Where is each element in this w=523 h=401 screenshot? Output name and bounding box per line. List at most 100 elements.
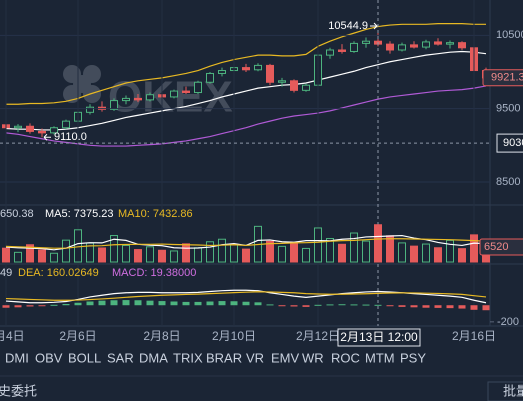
indicator-tab[interactable]: ROC: [331, 350, 360, 365]
volume-bar: [434, 247, 442, 263]
candle-body: [278, 80, 286, 83]
volume-bar: [398, 242, 406, 263]
macd-bar: [158, 301, 166, 306]
indicator-line: [5, 50, 487, 131]
indicator-tab[interactable]: SAR: [107, 350, 134, 365]
volume-bar: [158, 249, 166, 263]
macd-bar: [386, 305, 394, 307]
y-tick-label: 10500: [496, 29, 523, 41]
candle-body: [446, 42, 454, 45]
volume-bar: [218, 238, 226, 263]
macd-bar: [326, 304, 334, 306]
candle-body: [434, 41, 442, 45]
candle-body: [50, 127, 58, 134]
indicator-tab[interactable]: BRAR: [206, 350, 242, 365]
macd-bar: [266, 304, 274, 306]
indicator-tab[interactable]: EMV: [271, 350, 300, 365]
macd-bar: [254, 302, 262, 306]
volume-bar: [446, 239, 454, 263]
y-tick-label: -200: [497, 316, 519, 328]
x-tick-label: 2月8日: [143, 329, 180, 343]
y-tick-label: 9500: [496, 103, 520, 115]
volume-header: 650.38: [0, 208, 34, 220]
volume-bar: [14, 251, 22, 263]
macd-bar: [50, 304, 58, 306]
crosshair-time-box: [337, 328, 421, 347]
indicator-tab[interactable]: TRIX: [173, 350, 203, 365]
x-tick-label: 2月16日: [452, 329, 496, 343]
indicator-tab[interactable]: WR: [302, 350, 324, 365]
volume-bar: [206, 241, 214, 263]
volume-bar: [98, 247, 106, 263]
macd-bar: [374, 304, 382, 306]
last-price-label: 9921.3: [491, 72, 523, 84]
candle-body: [170, 90, 178, 98]
macd-bar: [86, 301, 94, 306]
indicator-tab[interactable]: BOLL: [68, 350, 101, 365]
volume-bar: [2, 247, 10, 263]
macd-bar: [398, 305, 406, 307]
candle-body: [194, 81, 202, 94]
macd-bar: [314, 304, 322, 306]
candle-body: [218, 70, 226, 74]
order-history-tab[interactable]: 史委托: [0, 383, 37, 398]
candle-body: [422, 41, 430, 48]
volume-last-box: [479, 238, 523, 256]
volume-bar: [350, 232, 358, 263]
volume-last-label: 6520: [484, 241, 508, 253]
volume-bar: [278, 245, 286, 263]
low-annotation: 9110.0: [54, 131, 87, 143]
volume-bar: [314, 227, 322, 263]
crosshair-price-label: 9030.5: [503, 137, 523, 149]
macd-bar: [242, 301, 250, 306]
candle-body: [122, 97, 130, 102]
macd-bar: [98, 300, 106, 306]
candle-body: [206, 72, 214, 83]
high-annotation: 10544.9: [328, 20, 368, 32]
indicator-line: [5, 85, 487, 147]
candle-body: [362, 40, 370, 44]
indicator-tab[interactable]: DMA: [139, 350, 168, 365]
macd-bar: [410, 305, 418, 308]
indicator-tab[interactable]: DMI: [5, 350, 29, 365]
indicator-tab[interactable]: MTM: [365, 350, 395, 365]
indicator-tab[interactable]: VR: [246, 350, 264, 365]
macd-bar: [470, 305, 478, 310]
candle-body: [134, 97, 142, 101]
macd-bar: [134, 300, 142, 306]
indicator-line: [5, 291, 487, 301]
volume-bar: [110, 235, 118, 263]
x-tick-label: 2月12日: [296, 329, 340, 343]
volume-header: MA10: 7432.86: [118, 208, 193, 220]
batch-button[interactable]: 批量: [503, 383, 523, 398]
indicator-tab[interactable]: PSY: [400, 350, 426, 365]
macd-bar: [38, 305, 46, 307]
macd-bar: [206, 301, 214, 306]
indicator-line: [5, 238, 487, 249]
macd-bar: [230, 301, 238, 306]
macd-bar: [194, 301, 202, 306]
indicator-tab[interactable]: OBV: [35, 350, 63, 365]
candle-body: [242, 67, 250, 71]
volume-bar: [122, 244, 130, 263]
panel: [2, 289, 490, 311]
panel: [2, 224, 490, 263]
volume-header: MA5: 7375.23: [45, 208, 114, 220]
candle-body: [386, 43, 394, 51]
volume-bar: [194, 247, 202, 263]
volume-bar: [50, 252, 58, 263]
x-tick-label: 2月4日: [0, 329, 25, 343]
x-tick-label: 2月10日: [212, 329, 256, 343]
y-tick-label: 8500: [496, 176, 520, 188]
macd-header: 49: [0, 267, 12, 279]
volume-bar: [230, 244, 238, 263]
macd-bar: [218, 301, 226, 306]
macd-bar: [302, 305, 310, 307]
macd-bar: [434, 305, 442, 308]
macd-bar: [278, 305, 286, 307]
candle-body: [38, 130, 46, 134]
macd-header: DEA: 160.02649: [18, 267, 99, 279]
macd-bar: [362, 304, 370, 306]
